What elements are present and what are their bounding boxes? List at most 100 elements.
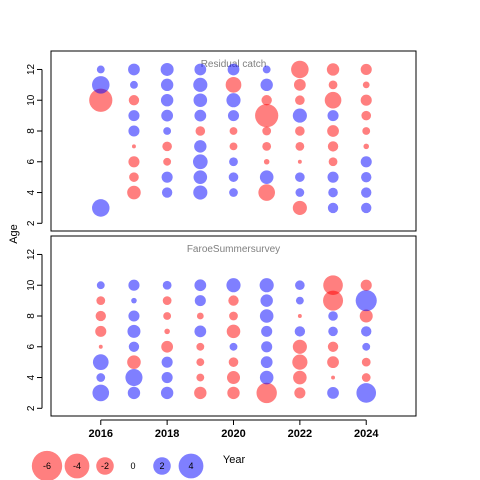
bubble: [260, 294, 273, 307]
bubble: [92, 354, 109, 370]
y-tick-label: 4: [26, 374, 37, 380]
bubble: [194, 109, 207, 122]
bubble: [292, 354, 308, 370]
bubble: [360, 63, 372, 76]
bubble: [98, 344, 103, 349]
bubble: [228, 295, 239, 306]
bubble: [194, 279, 207, 292]
bubble: [127, 386, 141, 400]
bubble: [327, 110, 339, 122]
bubble: [95, 325, 107, 337]
bubble: [161, 171, 173, 183]
bubble: [361, 373, 371, 382]
bubble: [195, 126, 206, 136]
panel-frame: [50, 50, 417, 232]
bubble: [261, 341, 273, 353]
bubble: [295, 188, 305, 197]
y-tick-label: 6: [26, 344, 37, 350]
legend-label: 4: [188, 461, 193, 471]
bubble: [256, 382, 277, 404]
bubble: [196, 312, 204, 320]
bubble: [263, 158, 270, 165]
bubble: [356, 383, 377, 403]
bubble: [228, 172, 239, 182]
legend-label: -2: [101, 461, 109, 471]
bubble: [162, 296, 172, 305]
bubble: [361, 187, 372, 198]
bubble: [326, 63, 340, 76]
bubble: [331, 375, 336, 380]
bubble: [128, 341, 140, 352]
bubble: [229, 188, 238, 197]
bubble: [259, 170, 274, 184]
bubble: [295, 142, 305, 151]
bubble: [227, 63, 240, 76]
bubble: [125, 368, 143, 387]
bubble: [297, 159, 302, 164]
bubble: [261, 95, 272, 106]
bubble: [194, 63, 207, 76]
bubble: [196, 358, 205, 367]
legend-bubble: [178, 453, 204, 479]
bubble: [226, 371, 241, 385]
bubble: [228, 357, 239, 367]
bubble: [295, 280, 305, 291]
y-tick-label: 12: [26, 63, 37, 75]
bubble: [361, 202, 372, 214]
bubble: [294, 326, 306, 337]
y-tick-label: 6: [26, 159, 37, 165]
bubble: [323, 290, 344, 311]
bubble: [262, 126, 272, 136]
bubble: [362, 342, 371, 351]
legend-bubble: [153, 457, 171, 475]
bubble: [328, 80, 338, 90]
bubble: [129, 172, 139, 182]
bubble: [227, 110, 240, 122]
bubble: [226, 278, 241, 293]
bubble: [160, 386, 174, 400]
bubble: [130, 80, 138, 89]
bubble: [160, 94, 174, 107]
bubble: [96, 65, 105, 74]
bubble: [229, 342, 238, 351]
bubble: [89, 88, 113, 112]
bubble: [295, 172, 305, 182]
x-tick-label: 2018: [155, 428, 179, 440]
bubble: [128, 110, 140, 122]
bubble: [227, 386, 240, 400]
bubble: [361, 357, 371, 367]
bubble: [327, 341, 339, 352]
bubble: [363, 143, 369, 150]
bubble: [96, 373, 106, 382]
y-tick-label: 2: [26, 220, 37, 226]
bubble: [262, 142, 272, 151]
bubble: [193, 77, 208, 92]
legend-label: -4: [73, 461, 81, 471]
bubble: [127, 355, 141, 369]
bubble: [328, 187, 338, 198]
bubble: [258, 184, 275, 201]
bubble: [327, 202, 339, 214]
bubble: [360, 94, 372, 106]
bubble: [163, 127, 172, 135]
bubble: [128, 125, 140, 137]
bubble: [259, 278, 274, 293]
bubble: [160, 78, 174, 92]
bubble: [255, 104, 279, 128]
bubble: [328, 157, 338, 167]
bubble: [194, 386, 207, 400]
bubble: [194, 140, 207, 153]
bubble: [193, 93, 208, 108]
bubble: [327, 141, 339, 152]
bubble: [355, 290, 377, 312]
bubble: [161, 340, 174, 353]
bubble: [229, 157, 238, 167]
legend-label: 0: [130, 461, 135, 471]
bubble: [323, 275, 343, 296]
bubble: [327, 125, 339, 137]
bubble: [361, 110, 372, 121]
bubble: [328, 326, 338, 337]
y-tick-label: 12: [26, 248, 37, 260]
bubble: [259, 370, 274, 385]
